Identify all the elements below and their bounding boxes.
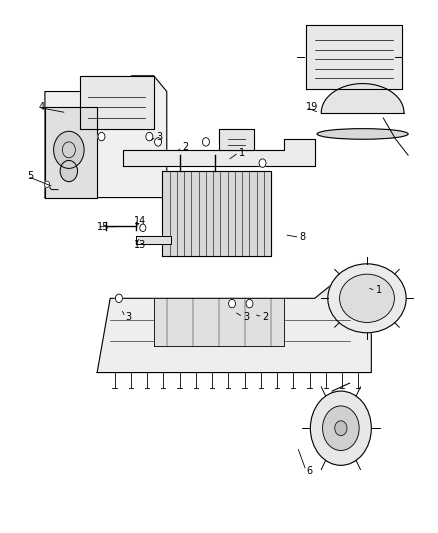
Polygon shape [321, 84, 404, 113]
Circle shape [335, 421, 347, 435]
Circle shape [98, 132, 105, 141]
Text: 1: 1 [376, 285, 382, 295]
Polygon shape [136, 236, 171, 244]
Polygon shape [80, 76, 154, 128]
Circle shape [60, 160, 78, 182]
Text: 3: 3 [125, 312, 131, 322]
Polygon shape [162, 171, 271, 256]
Polygon shape [97, 277, 371, 373]
Text: 5: 5 [28, 172, 34, 181]
Text: 2: 2 [262, 312, 269, 322]
Text: 2: 2 [182, 142, 188, 152]
Polygon shape [306, 25, 402, 89]
Circle shape [53, 131, 84, 168]
Text: 19: 19 [306, 102, 318, 112]
Circle shape [140, 224, 146, 231]
Circle shape [322, 406, 359, 450]
Circle shape [45, 181, 49, 188]
Polygon shape [45, 108, 97, 198]
Polygon shape [45, 76, 167, 198]
Text: 6: 6 [306, 466, 312, 475]
Circle shape [146, 132, 153, 141]
Ellipse shape [317, 128, 408, 139]
Polygon shape [219, 128, 254, 150]
Circle shape [311, 391, 371, 465]
Text: 8: 8 [300, 232, 306, 243]
Text: 14: 14 [134, 216, 146, 227]
Circle shape [116, 294, 122, 303]
Text: 1: 1 [239, 148, 245, 158]
Text: 15: 15 [97, 222, 110, 232]
Ellipse shape [328, 264, 406, 333]
Text: 3: 3 [156, 132, 162, 142]
Polygon shape [154, 298, 284, 346]
Circle shape [202, 138, 209, 146]
Text: 3: 3 [243, 312, 249, 322]
Circle shape [155, 138, 162, 146]
Text: 13: 13 [134, 240, 146, 251]
Polygon shape [123, 139, 315, 166]
Circle shape [259, 159, 266, 167]
Ellipse shape [339, 274, 394, 322]
Circle shape [229, 300, 236, 308]
Circle shape [246, 300, 253, 308]
Text: 4: 4 [39, 102, 45, 112]
